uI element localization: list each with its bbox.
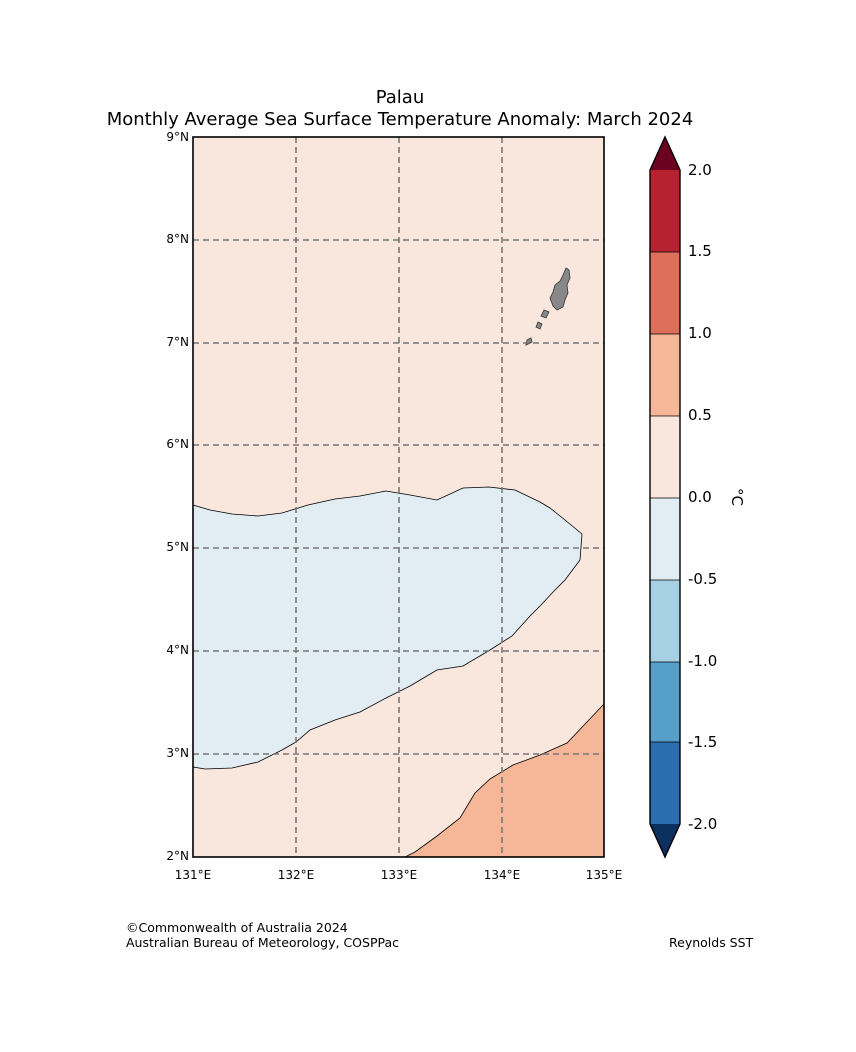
lat-label: 7°N <box>166 335 189 349</box>
lat-label: 8°N <box>166 232 189 246</box>
lat-label: 9°N <box>166 130 189 144</box>
colorbar-tick-label: -1.5 <box>688 733 718 751</box>
colorbar-outline <box>649 135 681 859</box>
lat-label: 4°N <box>166 643 189 657</box>
copyright-text: ©Commonwealth of Australia 2024 <box>126 920 348 935</box>
palau-small-island-1 <box>540 309 550 319</box>
colorbar-bin-5 <box>650 498 680 580</box>
data-source-text: Reynolds SST <box>669 935 754 950</box>
lat-label: 6°N <box>166 437 189 451</box>
colorbar-extend-top <box>650 137 680 170</box>
lon-label: 131°E <box>174 868 212 882</box>
gridlines <box>193 137 604 857</box>
lat-label: 3°N <box>166 746 189 760</box>
colorbar-bin-2 <box>650 252 680 334</box>
colorbar-bin-6 <box>650 580 680 662</box>
colorbar-tick-label: 2.0 <box>688 161 712 179</box>
colorbar-tick-label: -0.5 <box>688 570 718 588</box>
lon-label: 135°E <box>585 868 623 882</box>
lon-label: 132°E <box>277 868 315 882</box>
map-subtitle: Monthly Average Sea Surface Temperature … <box>106 109 694 130</box>
organization-text: Australian Bureau of Meteorology, COSPPa… <box>126 935 399 950</box>
map-title: Palau <box>375 87 425 108</box>
colorbar-unit-label: °C <box>727 488 746 506</box>
lon-label: 134°E <box>483 868 521 882</box>
colorbar-tick-label: 1.5 <box>688 242 712 260</box>
colorbar-tick-label: -1.0 <box>688 652 718 670</box>
colorbar-bin-1 <box>650 170 680 252</box>
lat-label: 5°N <box>166 540 189 554</box>
lon-label: 133°E <box>380 868 418 882</box>
colorbar-bin-4 <box>650 416 680 498</box>
lat-label: 2°N <box>166 849 189 863</box>
colorbar-extend-bottom <box>650 824 680 857</box>
colorbar-bin-7 <box>650 662 680 742</box>
colorbar <box>649 135 681 859</box>
colorbar-tick-label: -2.0 <box>688 815 718 833</box>
colorbar-tick-label: 1.0 <box>688 324 712 342</box>
anomaly-region-negative <box>192 486 583 770</box>
colorbar-bin-3 <box>650 334 680 416</box>
colorbar-bin-8 <box>650 742 680 824</box>
colorbar-tick-label: 0.5 <box>688 406 712 424</box>
palau-main-island <box>549 267 571 311</box>
palau-small-island-2 <box>535 321 543 330</box>
colorbar-tick-label: 0.0 <box>688 488 712 506</box>
map-frame <box>192 136 605 858</box>
